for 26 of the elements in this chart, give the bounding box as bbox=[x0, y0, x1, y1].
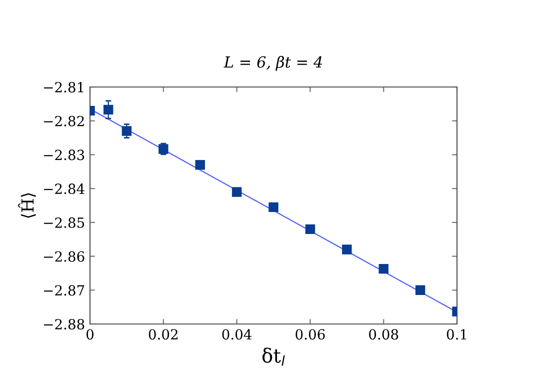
x-tick-label: 0.08 bbox=[369, 329, 398, 340]
x-tick-label: 0.04 bbox=[222, 329, 252, 340]
point bbox=[305, 224, 316, 234]
y-tick-label: −2.85 bbox=[44, 217, 84, 228]
x-tick-label: 0 bbox=[86, 329, 94, 340]
y-tick-label: −2.83 bbox=[44, 150, 84, 160]
point bbox=[232, 187, 242, 197]
x-tick-label: 0.06 bbox=[296, 329, 325, 340]
point bbox=[415, 285, 426, 296]
y-tick-label: −2.84 bbox=[44, 184, 84, 194]
point bbox=[378, 264, 388, 274]
x-tick-label: 0.02 bbox=[148, 329, 178, 340]
point bbox=[103, 104, 114, 115]
y-tick-label: −2.81 bbox=[44, 82, 84, 92]
x-tick-label: 0.1 bbox=[446, 329, 466, 340]
chart-title: L = 6, βt = 4 bbox=[224, 56, 322, 71]
y-tick-label: −2.82 bbox=[44, 116, 84, 126]
point bbox=[268, 202, 278, 212]
y-tick-label: −2.87 bbox=[44, 285, 84, 296]
y-tick-label: −2.88 bbox=[44, 318, 84, 330]
point bbox=[122, 126, 132, 136]
point bbox=[342, 244, 352, 254]
point bbox=[195, 160, 205, 170]
y-tick-label: −2.86 bbox=[44, 251, 84, 262]
y-axis-title: ⟨Ĥ⟩ bbox=[18, 193, 36, 218]
x-axis-title: δt$_{l}$ bbox=[262, 348, 285, 366]
